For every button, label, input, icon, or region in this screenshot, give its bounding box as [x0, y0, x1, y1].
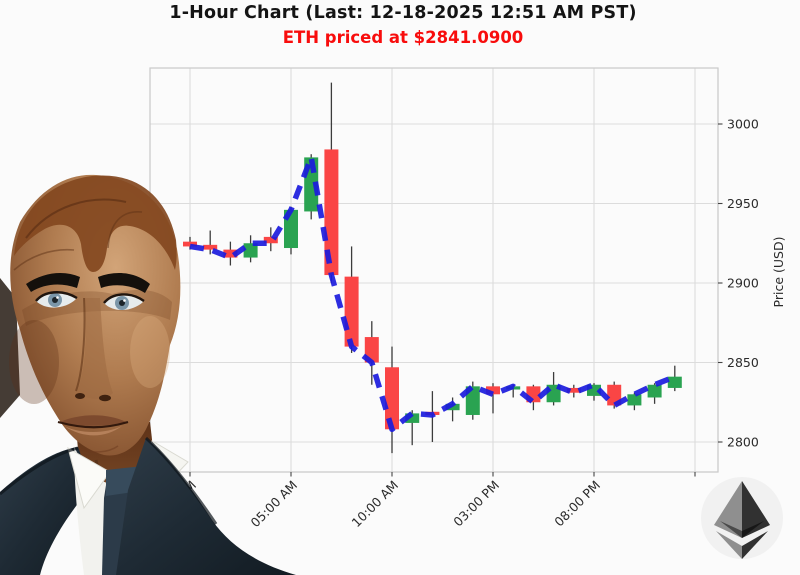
candle-down	[385, 367, 399, 430]
y-tick-label: 2800	[727, 435, 759, 450]
candle-down	[223, 249, 238, 258]
robot-suit-right	[116, 438, 296, 575]
candle-up	[667, 376, 682, 388]
candle-down	[607, 384, 622, 406]
x-tick-label: 03:00 PM	[450, 478, 502, 530]
candle-up	[465, 386, 480, 415]
robot-right-eyebrow	[98, 272, 150, 293]
candle-up	[243, 243, 258, 258]
robot-left-eyebrow	[26, 272, 80, 292]
candle-up	[647, 384, 662, 398]
candle-down	[486, 386, 500, 395]
close-trend-dashed-line	[189, 154, 676, 433]
candle-down	[183, 241, 197, 247]
candle-down	[263, 236, 278, 244]
robot-mouth	[60, 415, 126, 426]
candle-down	[203, 244, 218, 250]
y-tick-label: 2900	[727, 276, 759, 291]
robot-skull-plate	[14, 175, 177, 272]
y-axis-label: Price (USD)	[771, 237, 786, 308]
x-tick-label: 08:00 PM	[551, 478, 603, 530]
candle-down	[344, 276, 359, 347]
candle-up	[627, 394, 642, 406]
candle-down	[566, 387, 581, 393]
x-tick-label: 10:00 AM	[349, 478, 402, 531]
robot-suit-left	[0, 447, 92, 575]
robot-head-shadow	[0, 278, 20, 418]
candle-down	[364, 337, 379, 363]
robot-eyes	[35, 291, 145, 311]
robot-portrait-image	[0, 174, 296, 575]
y-tick-label: 2950	[727, 196, 759, 211]
candle-up	[405, 413, 420, 423]
candle-down	[324, 149, 339, 276]
ethereum-logo	[701, 477, 783, 559]
y-tick-label: 2850	[727, 355, 759, 370]
y-tick-label: 3000	[727, 117, 759, 132]
candle-up	[587, 384, 601, 396]
candle-up	[445, 403, 460, 411]
robot-nose	[77, 298, 113, 399]
